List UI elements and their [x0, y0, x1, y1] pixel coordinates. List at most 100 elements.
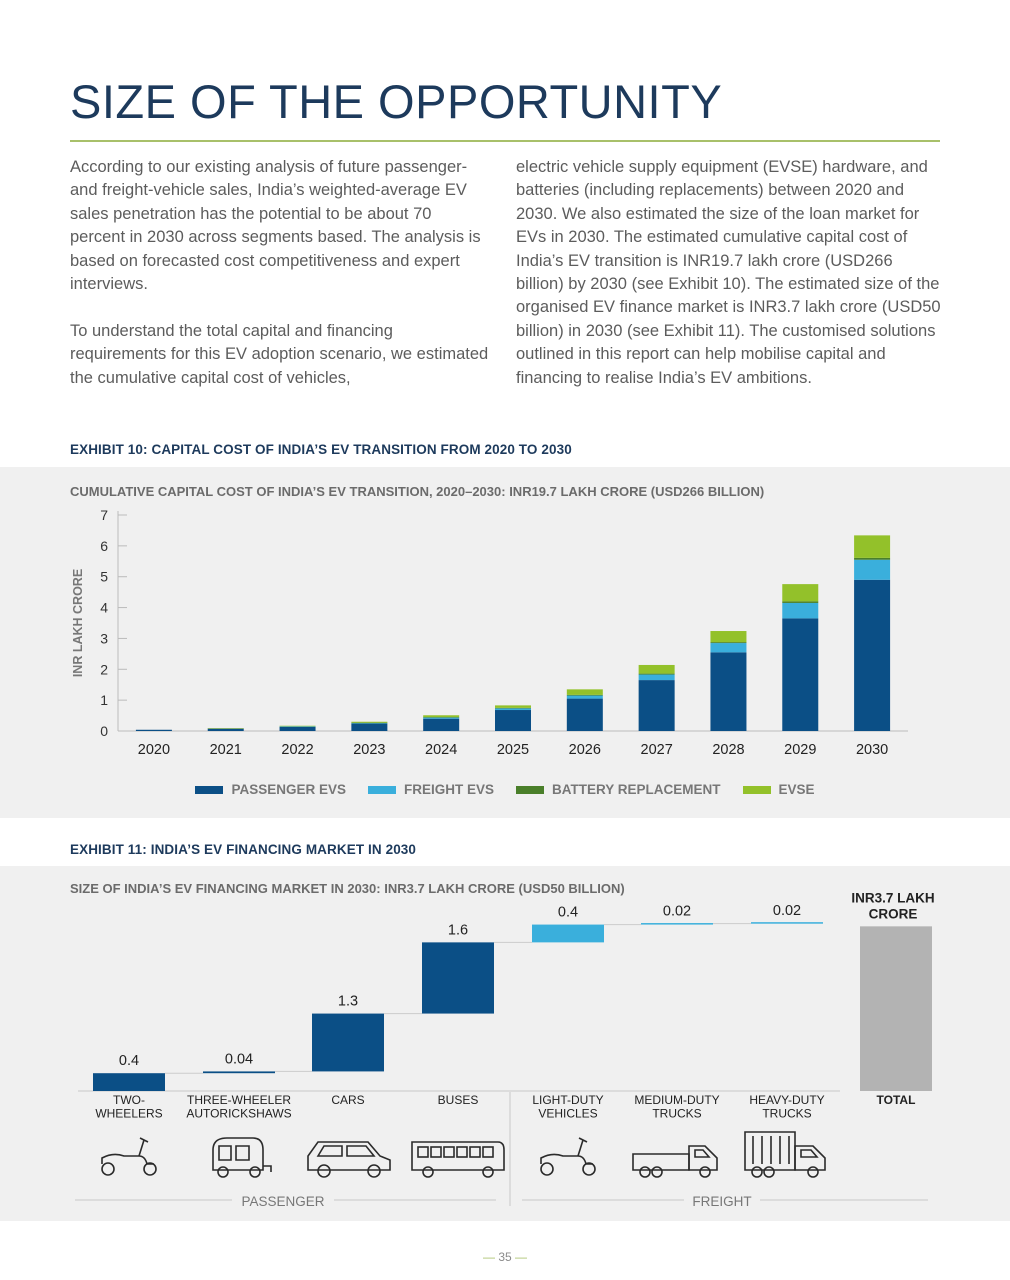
legend-swatch	[516, 785, 544, 794]
waterfall-bar	[203, 1071, 275, 1074]
x-tick-label: 2028	[712, 742, 744, 758]
value-label-line: 0.04	[225, 1051, 253, 1067]
x-tick-label: 2021	[210, 742, 242, 758]
bar-segment	[782, 618, 819, 731]
legend-item: FREIGHT EVS	[367, 782, 494, 797]
x-tick-label: 2023	[353, 742, 385, 758]
value-label-line: 0.4	[119, 1053, 139, 1069]
category-label-line: VEHICLES	[538, 1107, 597, 1121]
bar-segment	[710, 652, 747, 731]
category-label: TOTAL	[877, 1093, 916, 1107]
bus-icon	[411, 1141, 505, 1178]
legend-item: PASSENGER EVS	[195, 782, 346, 797]
exhibit-10-panel	[0, 467, 1010, 818]
truck-icon	[632, 1145, 718, 1178]
category-label-line: WHEELERS	[95, 1107, 162, 1121]
group-label-passenger: PASSENGER	[241, 1194, 324, 1209]
bar-segment	[135, 729, 172, 731]
legend-label: BATTERY REPLACEMENT	[552, 782, 721, 797]
y-tick-label: 3	[100, 630, 108, 646]
bar-segment	[566, 689, 603, 695]
value-label: 0.02	[773, 903, 801, 919]
value-label-line: INR3.7 LAKH	[851, 890, 934, 905]
bar-segment	[351, 722, 388, 724]
category-label-line: BUSES	[438, 1093, 479, 1107]
bar-segment	[854, 579, 891, 731]
value-label-line: 1.3	[338, 994, 358, 1010]
waterfall-bar	[751, 922, 823, 924]
bar-segment	[854, 535, 891, 558]
bar-segment	[638, 673, 675, 675]
value-label: 0.4	[558, 905, 578, 921]
scooter-icon	[101, 1137, 157, 1176]
bar-segment	[423, 717, 460, 719]
y-tick-label: 5	[100, 569, 108, 585]
legend-swatch	[195, 785, 224, 794]
bar-segment	[566, 698, 603, 731]
bar-segment	[495, 705, 531, 708]
bar-segment	[710, 631, 747, 643]
chart1-title: CUMULATIVE CAPITAL COST OF INDIA’S EV TR…	[70, 484, 765, 499]
title-divider	[70, 140, 940, 142]
value-label: INR3.7 LAKH CRORE	[851, 890, 934, 921]
scooter-icon	[540, 1137, 596, 1176]
x-tick-label: 2027	[641, 742, 673, 758]
value-label: 0.04	[225, 1051, 253, 1067]
value-label: 0.4	[119, 1053, 139, 1069]
text-column-left: According to our existing analysis of fu…	[70, 156, 490, 390]
legend-item: EVSE	[742, 782, 815, 797]
category-label-line: MEDIUM-DUTY	[634, 1093, 719, 1107]
bar-segment	[566, 695, 603, 699]
bar-segment	[710, 643, 747, 653]
bar-segment	[207, 728, 244, 729]
bar-segment	[782, 584, 819, 602]
value-label-line: CRORE	[869, 906, 918, 921]
category-label: BUSES	[438, 1093, 479, 1107]
x-tick-label: 2030	[856, 742, 888, 758]
value-label: 1.6	[448, 922, 468, 938]
value-label-line: 0.4	[558, 905, 578, 921]
bar-segment	[351, 722, 388, 724]
bar-segment	[423, 717, 460, 718]
category-label: THREE-WHEELER AUTORICKSHAWS	[186, 1093, 291, 1121]
category-label-line: CARS	[331, 1093, 364, 1107]
bar-segment	[351, 723, 388, 731]
bar-segment	[854, 557, 891, 560]
paragraph: According to our existing analysis of fu…	[70, 158, 481, 294]
bar-segment	[638, 674, 675, 681]
bar-segment	[495, 710, 531, 731]
bar-segment	[782, 602, 819, 619]
legend-label: PASSENGER EVS	[231, 782, 346, 797]
bar-segment	[207, 728, 244, 731]
value-label-line: 0.02	[663, 904, 691, 920]
chart1-legend: PASSENGER EVS FREIGHT EVS BATTERY REPLACEM…	[0, 782, 1010, 797]
bar-segment	[710, 642, 747, 644]
bar-segment	[782, 601, 819, 603]
page-number: — 35 —	[482, 1250, 528, 1264]
value-label-line: 0.02	[773, 903, 801, 919]
value-label: 0.02	[663, 904, 691, 920]
y-tick-label: 4	[100, 600, 108, 616]
y-tick-label: 2	[100, 661, 108, 677]
category-label: CARS	[331, 1093, 364, 1107]
x-tick-label: 2022	[281, 742, 313, 758]
page-number-value: 35	[498, 1250, 512, 1264]
x-tick-label: 2020	[138, 742, 170, 758]
x-tick-label: 2029	[784, 742, 816, 758]
bar-segment	[351, 721, 388, 723]
group-label-freight: FREIGHT	[692, 1194, 751, 1209]
heavy-truck-icon	[744, 1131, 826, 1178]
category-label: MEDIUM-DUTY TRUCKS	[634, 1093, 719, 1121]
category-label: TWO-WHEELERS	[95, 1093, 162, 1121]
legend-item: BATTERY REPLACEMENT	[516, 782, 721, 797]
category-label-line: HEAVY-DUTY	[749, 1093, 824, 1107]
waterfall-bar	[532, 924, 604, 943]
paragraph: electric vehicle supply equipment (EVSE)…	[516, 158, 941, 387]
waterfall-bar	[860, 926, 932, 1091]
bar-segment	[638, 680, 675, 731]
exhibit-10-heading: EXHIBIT 10: CAPITAL COST OF INDIA’S EV T…	[70, 442, 572, 457]
value-label: 1.3	[338, 994, 358, 1010]
x-tick-label: 2025	[497, 742, 529, 758]
